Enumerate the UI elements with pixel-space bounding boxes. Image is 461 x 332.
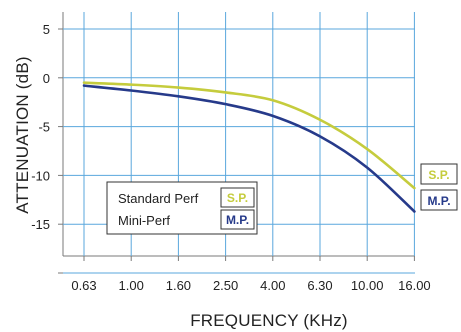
legend-label-standard-perf: Standard Perf (118, 191, 199, 206)
x-tick-label: 0.63 (71, 278, 96, 293)
y-tick-label: -15 (31, 217, 50, 232)
y-tick-label: -5 (38, 120, 50, 135)
end-tag-box-sp (420, 163, 458, 185)
series-line-standard-perf (82, 81, 416, 190)
series-line-mini-perf (82, 84, 416, 213)
y-tick-label: -10 (31, 168, 50, 183)
y-tick-labels: 5 0 -5 -10 -15 (31, 22, 50, 232)
end-tag-sp: S.P. (428, 168, 449, 182)
x-tick-label: 10.00 (351, 278, 384, 293)
end-tag-box-mp (420, 189, 458, 211)
series-lines (82, 81, 416, 213)
y-axis-title: ATTENUATION (dB) (13, 56, 32, 213)
y-tick-label: 5 (43, 22, 50, 37)
x-axis-title: FREQUENCY (KHz) (190, 311, 348, 330)
x-tick-label: 6.30 (307, 278, 332, 293)
x-tick-label: 1.60 (166, 278, 191, 293)
x-tick-label: 1.00 (119, 278, 144, 293)
end-tag-mp: M.P. (427, 194, 450, 208)
legend-tag-sp: S.P. (227, 191, 248, 205)
y-tick-label: 0 (43, 71, 50, 86)
x-tick-label: 4.00 (260, 278, 285, 293)
x-tick-label: 2.50 (213, 278, 238, 293)
legend: Standard Perf Mini-Perf S.P. M.P. (106, 181, 258, 235)
legend-label-mini-perf: Mini-Perf (118, 213, 170, 228)
x-tick-labels: 0.63 1.00 1.60 2.50 4.00 6.30 10.00 16.00 (71, 278, 430, 293)
x-tick-label: 16.00 (398, 278, 431, 293)
legend-tag-mp: M.P. (226, 213, 249, 227)
legend-tag-box-mp (220, 209, 255, 230)
legend-tag-box-sp (220, 187, 255, 208)
series-end-tags: S.P. M.P. (420, 163, 458, 211)
